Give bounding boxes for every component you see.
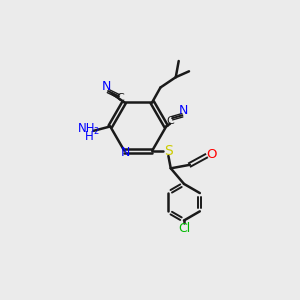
Text: N: N <box>178 104 188 117</box>
Text: 2: 2 <box>94 127 99 136</box>
Text: Cl: Cl <box>178 222 190 235</box>
Text: O: O <box>207 148 217 161</box>
Text: C: C <box>117 93 124 103</box>
Text: N: N <box>102 80 111 93</box>
Text: NH: NH <box>78 122 95 135</box>
Text: N: N <box>121 146 130 159</box>
Text: S: S <box>164 144 173 158</box>
Text: H: H <box>85 130 93 143</box>
Text: C: C <box>166 116 174 126</box>
